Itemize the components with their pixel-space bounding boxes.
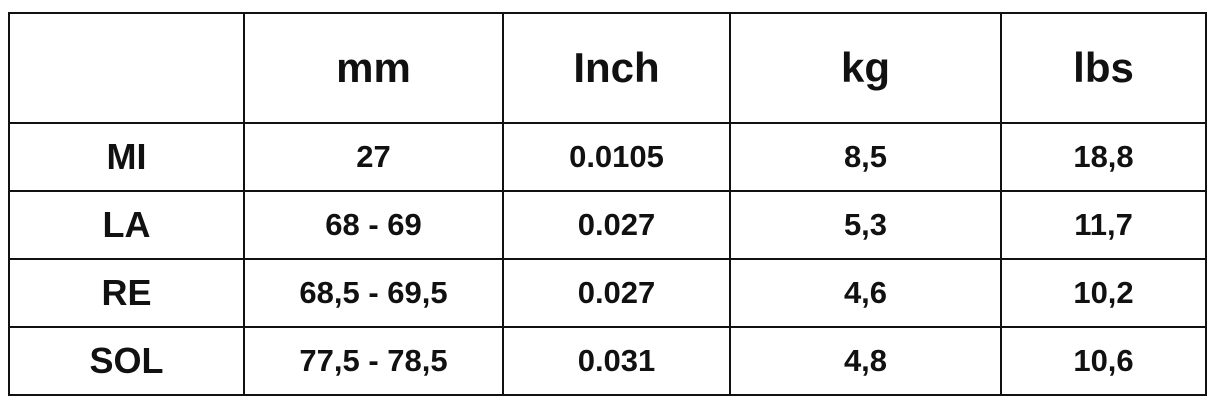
header-inch: Inch bbox=[502, 12, 731, 124]
table-row: RE 68,5 - 69,5 0.027 4,6 10,2 bbox=[8, 258, 1207, 328]
string-spec-table: mm Inch kg lbs MI 27 0.0105 8,5 18,8 LA … bbox=[8, 12, 1207, 396]
header-empty bbox=[8, 12, 245, 124]
cell-kg: 5,3 bbox=[729, 190, 1002, 260]
row-label: MI bbox=[8, 122, 245, 192]
cell-lbs: 18,8 bbox=[1000, 122, 1207, 192]
cell-kg: 4,8 bbox=[729, 326, 1002, 396]
cell-mm: 68 - 69 bbox=[243, 190, 504, 260]
row-label: RE bbox=[8, 258, 245, 328]
cell-lbs: 10,6 bbox=[1000, 326, 1207, 396]
row-label: SOL bbox=[8, 326, 245, 396]
cell-inch: 0.0105 bbox=[502, 122, 731, 192]
cell-inch: 0.031 bbox=[502, 326, 731, 396]
cell-inch: 0.027 bbox=[502, 190, 731, 260]
header-row: mm Inch kg lbs bbox=[8, 12, 1207, 124]
cell-lbs: 10,2 bbox=[1000, 258, 1207, 328]
header-mm: mm bbox=[243, 12, 504, 124]
cell-kg: 8,5 bbox=[729, 122, 1002, 192]
cell-lbs: 11,7 bbox=[1000, 190, 1207, 260]
cell-mm: 77,5 - 78,5 bbox=[243, 326, 504, 396]
table-row: SOL 77,5 - 78,5 0.031 4,8 10,6 bbox=[8, 326, 1207, 396]
cell-inch: 0.027 bbox=[502, 258, 731, 328]
cell-mm: 68,5 - 69,5 bbox=[243, 258, 504, 328]
table-row: MI 27 0.0105 8,5 18,8 bbox=[8, 122, 1207, 192]
cell-mm: 27 bbox=[243, 122, 504, 192]
cell-kg: 4,6 bbox=[729, 258, 1002, 328]
table-row: LA 68 - 69 0.027 5,3 11,7 bbox=[8, 190, 1207, 260]
header-lbs: lbs bbox=[1000, 12, 1207, 124]
header-kg: kg bbox=[729, 12, 1002, 124]
row-label: LA bbox=[8, 190, 245, 260]
